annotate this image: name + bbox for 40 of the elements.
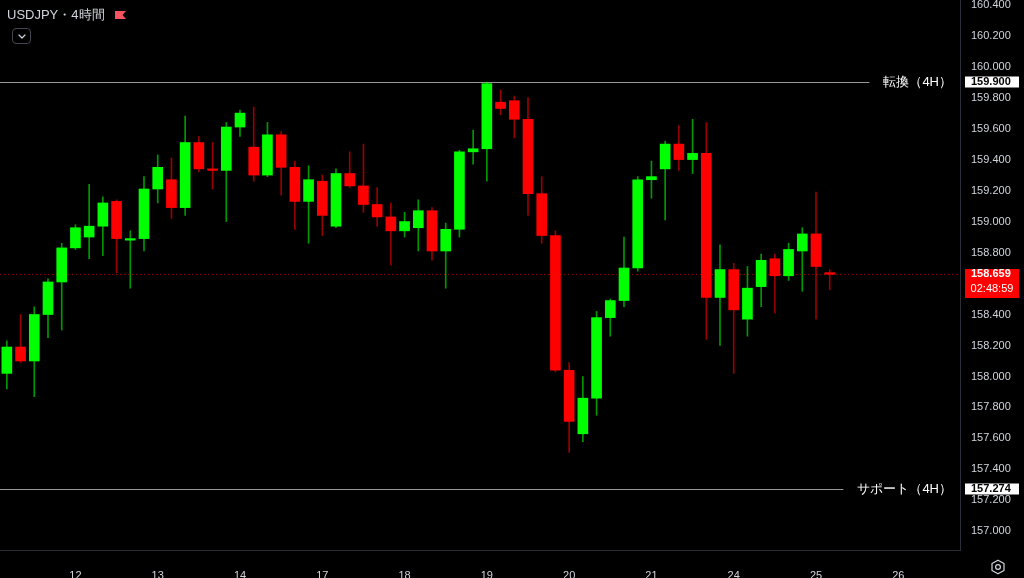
- y-tick-label: 160.200: [971, 28, 1011, 41]
- y-tick-label: 157.000: [971, 524, 1011, 537]
- y-tick-label: 157.200: [971, 493, 1011, 506]
- x-tick-label: 24: [727, 568, 740, 578]
- y-tick-label: 158.200: [971, 338, 1011, 351]
- candlestick: [796, 227, 808, 292]
- x-tick-label: 13: [151, 568, 164, 578]
- x-tick-label: 21: [645, 568, 658, 578]
- y-tick-label: 158.000: [971, 369, 1011, 382]
- y-tick-label: 159.000: [971, 214, 1011, 227]
- text: USDJPY・4時間: [7, 6, 105, 24]
- y-tick-label: 159.600: [971, 121, 1011, 134]
- y-tick-label: 160.400: [971, 0, 1011, 10]
- x-tick-label: 20: [563, 568, 576, 578]
- candlestick: [385, 202, 397, 266]
- y-tick-label: 160.000: [971, 59, 1011, 72]
- x-tick-label: 26: [892, 568, 905, 578]
- y-tick-label: 157.600: [971, 431, 1011, 444]
- text: 02:48:59: [970, 282, 1014, 295]
- ref-line-label: サポート（4H）: [857, 480, 952, 496]
- x-tick-label: 12: [69, 568, 82, 578]
- y-tick-label: 159.200: [971, 183, 1011, 196]
- candlestick: [124, 230, 136, 289]
- x-tick-label: 18: [398, 568, 411, 578]
- y-tick-label: 157.400: [971, 462, 1011, 475]
- y-tick-label: 159.900: [971, 75, 1011, 88]
- y-tick-label: 158.400: [971, 307, 1011, 320]
- y-tick-label: 157.800: [971, 400, 1011, 413]
- ref-line-label: 転換（4H）: [883, 73, 952, 89]
- y-tick-label: 159.800: [971, 90, 1011, 103]
- y-tick-label: 158.659: [971, 267, 1011, 280]
- x-tick-label: 14: [233, 568, 247, 578]
- y-tick-label: 158.800: [971, 245, 1011, 258]
- y-tick-label: 159.400: [971, 152, 1011, 165]
- y-tick-label: 157.274: [971, 481, 1012, 494]
- candlestick: [824, 269, 836, 291]
- x-tick-label: 25: [809, 568, 823, 578]
- x-tick-label: 17: [316, 568, 329, 578]
- x-tick-label: 19: [480, 568, 493, 578]
- candlestick: [467, 129, 479, 165]
